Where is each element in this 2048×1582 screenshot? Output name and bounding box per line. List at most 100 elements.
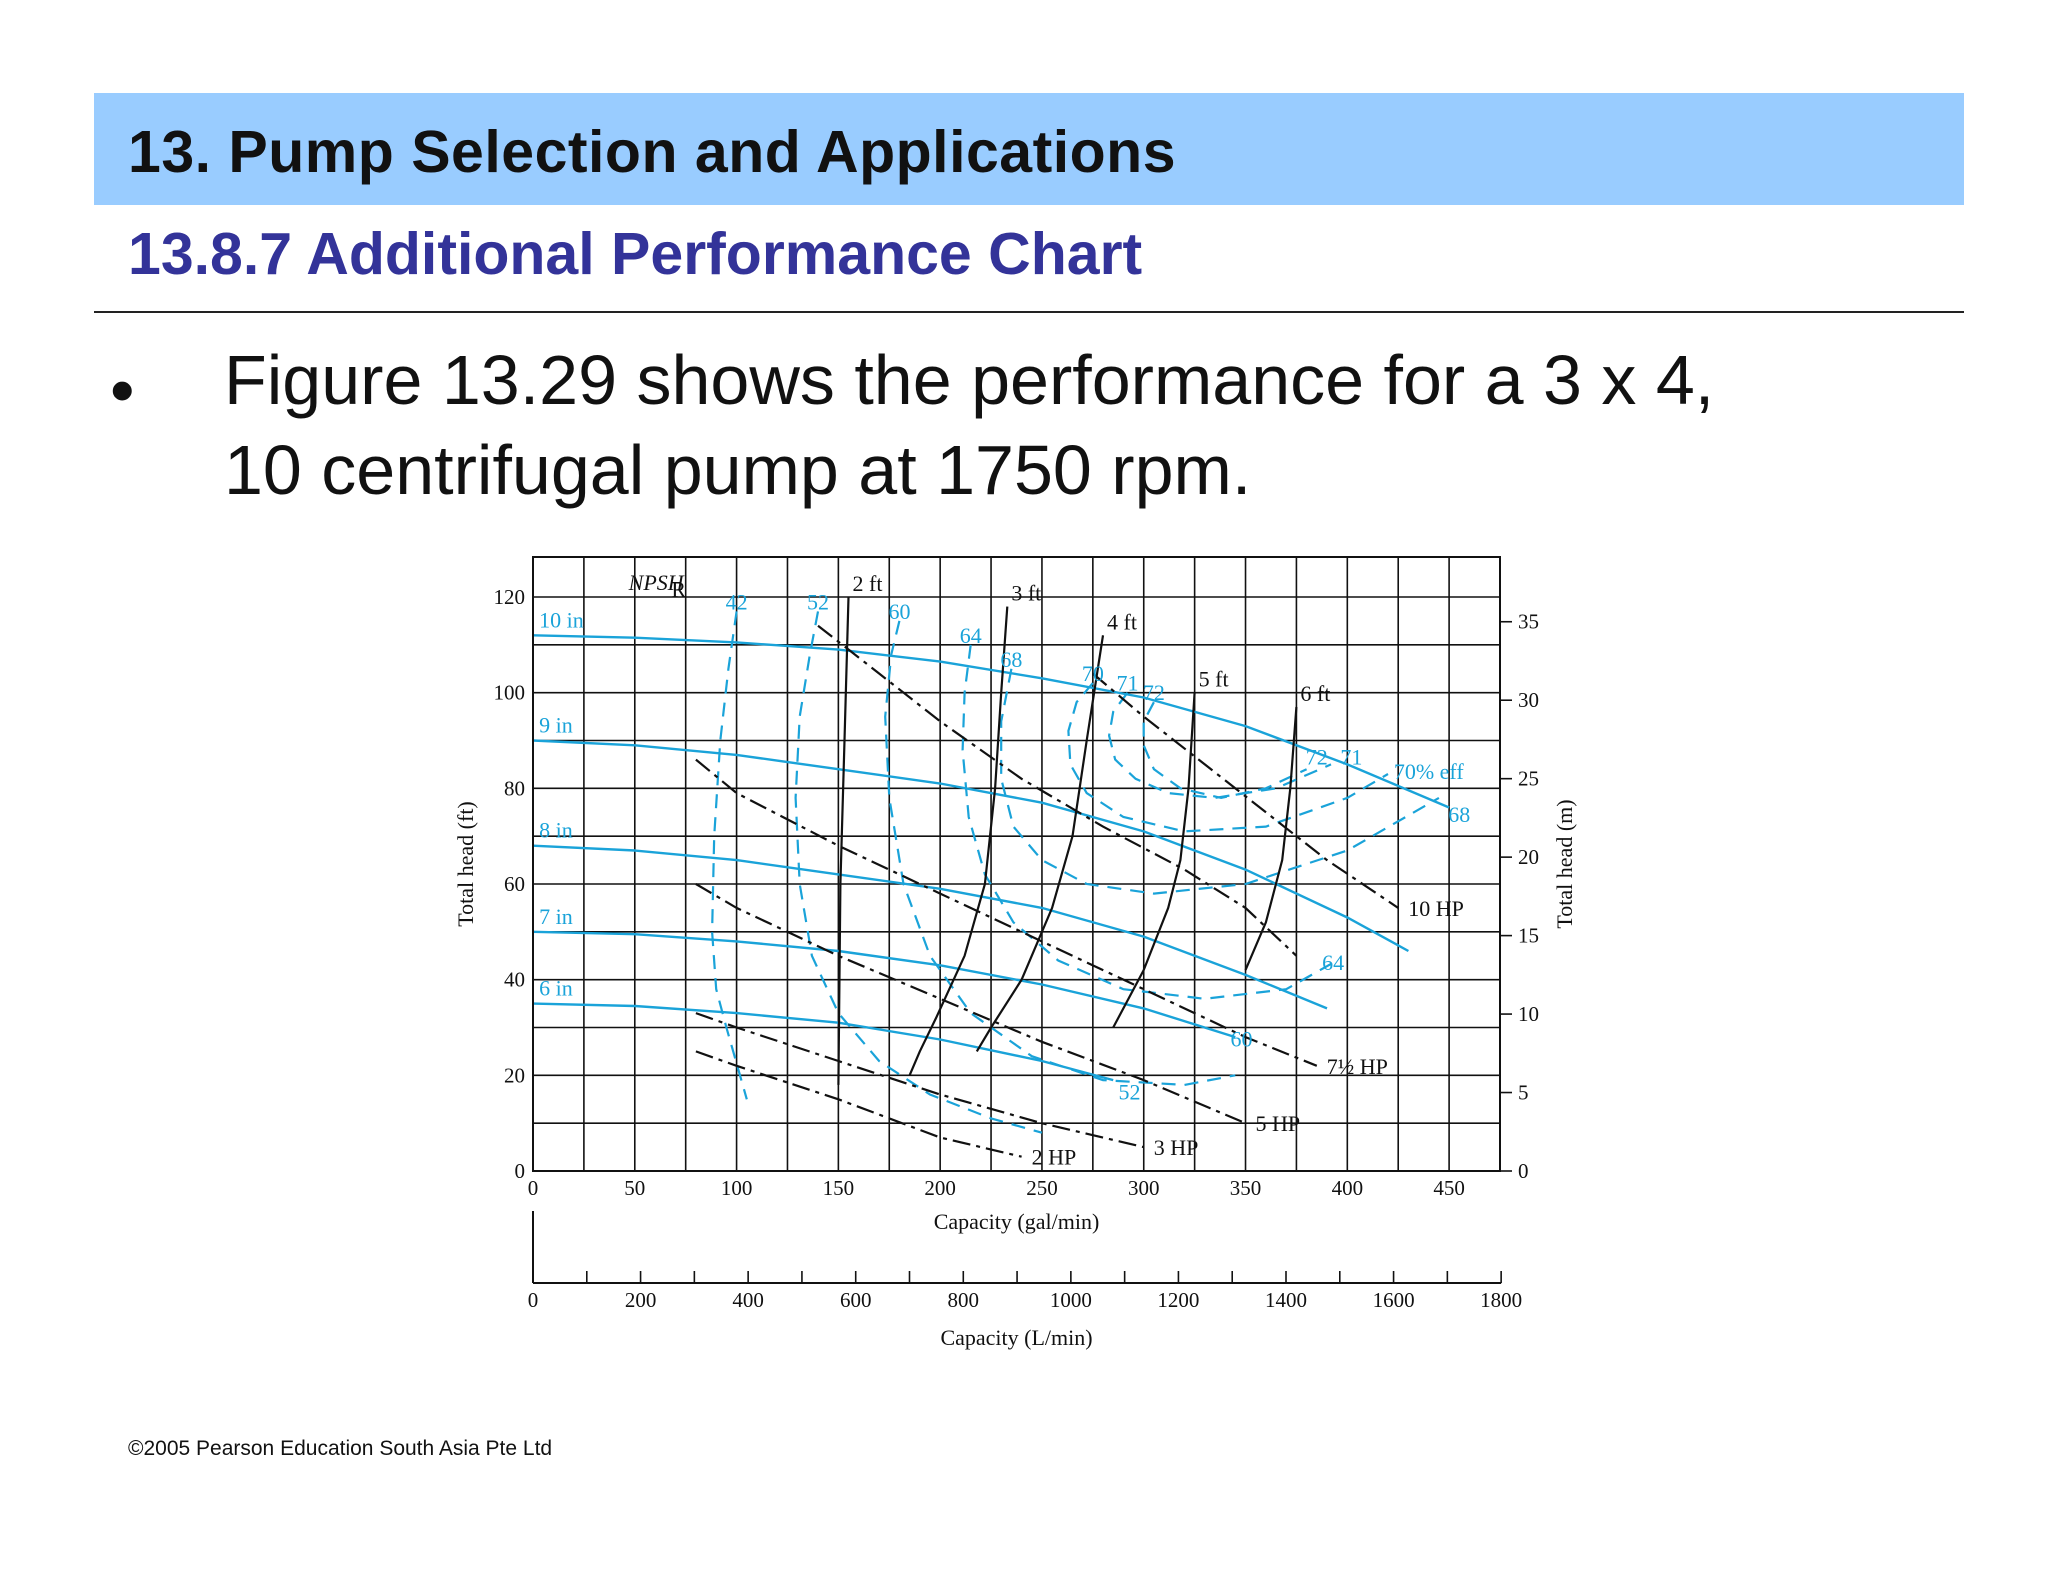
- efficiency-label-right: 64: [1322, 950, 1344, 975]
- efficiency-contour-52: [794, 611, 1043, 1134]
- efficiency-label: 60: [888, 599, 910, 624]
- npsh-curve-2-ft: [837, 596, 850, 1085]
- efficiency-label: 70: [1082, 661, 1104, 686]
- x2-tick-label: 400: [732, 1288, 764, 1312]
- npsh-label: 6 ft: [1300, 681, 1330, 706]
- npsh-label: 5 ft: [1199, 667, 1229, 692]
- npsh-curve-3-ft: [908, 606, 1009, 1076]
- y-tick-label: 100: [494, 681, 526, 705]
- npsh-label: 4 ft: [1107, 609, 1137, 634]
- npsh-curves: [837, 596, 1298, 1085]
- npsh-label: 2 ft: [853, 571, 883, 596]
- power-label: 10 HP: [1408, 896, 1464, 921]
- impeller-curve-7-in: [532, 930, 1236, 1039]
- x-tick-label: 450: [1433, 1176, 1465, 1200]
- title-band: [94, 93, 1964, 205]
- npsh-curve-4-ft: [975, 635, 1105, 1052]
- power-label: 5 HP: [1256, 1111, 1301, 1136]
- x-tick-label: 150: [823, 1176, 855, 1200]
- x2-tick-label: 1800: [1480, 1288, 1522, 1312]
- efficiency-label: 71: [1116, 671, 1138, 696]
- npsh-curve-6-ft: [1244, 706, 1298, 971]
- header-divider: [94, 311, 1964, 313]
- impeller-label: 6 in: [539, 976, 573, 1001]
- slide-title: 13. Pump Selection and Applications: [128, 119, 1177, 185]
- power-curve-10-HP: [1092, 672, 1399, 909]
- efficiency-label-right: 60: [1230, 1027, 1252, 1052]
- x-tick-label: 300: [1128, 1176, 1160, 1200]
- efficiency-contour-64: [961, 644, 1338, 1000]
- impeller-curve-10-in: [532, 634, 1450, 809]
- efficiency-contours: [710, 611, 1440, 1134]
- x-tick-label: 100: [721, 1176, 753, 1200]
- npsh-title: NPSH: [628, 570, 685, 595]
- impeller-curve-8-in: [532, 844, 1328, 1010]
- efficiency-label: 68: [1000, 647, 1022, 672]
- power-curve-bounding: [817, 624, 1298, 957]
- x-tick-label: 0: [528, 1176, 539, 1200]
- impeller-label: 7 in: [539, 904, 573, 929]
- plot-frame: [532, 556, 1501, 1172]
- y-tick-label: 120: [494, 585, 526, 609]
- y2-tick-label: 35: [1518, 610, 1539, 634]
- x-axis-title: Capacity (gal/min): [934, 1209, 1100, 1234]
- y2-tick-label: 30: [1518, 688, 1539, 712]
- x-tick-label: 400: [1332, 1176, 1364, 1200]
- power-curve-3-HP: [695, 1012, 1144, 1149]
- power-label: 7½ HP: [1327, 1054, 1388, 1079]
- x2-axis-title: Capacity (L/min): [940, 1325, 1092, 1350]
- y2-tick-label: 10: [1518, 1002, 1539, 1026]
- y2-tick-label: 5: [1518, 1081, 1529, 1105]
- impeller-label: 9 in: [539, 713, 573, 738]
- power-curves: [695, 624, 1399, 1158]
- npsh-subscript: R: [671, 577, 686, 602]
- efficiency-label: 64: [960, 623, 982, 648]
- bullet-text-line-2: 10 centrifugal pump at 1750 rpm.: [224, 431, 1252, 509]
- slide-subtitle: 13.8.7 Additional Performance Chart: [128, 221, 1143, 287]
- y-tick-label: 40: [504, 968, 525, 992]
- power-label: 2 HP: [1032, 1145, 1077, 1170]
- y2-tick-label: 20: [1518, 845, 1539, 869]
- y2-tick-label: 0: [1518, 1159, 1529, 1183]
- npsh-curve-5-ft: [1112, 692, 1196, 1029]
- efficiency-contour-60: [884, 620, 1236, 1087]
- power-curve-2-HP: [695, 1050, 1022, 1158]
- bullet-marker: •: [110, 351, 135, 429]
- impeller-curve-9-in: [532, 739, 1409, 953]
- efficiency-contour-68: [1000, 668, 1440, 895]
- efficiency-label-right: 70% eff: [1394, 759, 1465, 784]
- efficiency-contour-72: [1142, 701, 1308, 800]
- y-tick-label: 0: [515, 1159, 526, 1183]
- y-tick-label: 80: [504, 776, 525, 800]
- impeller-label: 10 in: [539, 607, 584, 632]
- x2-tick-label: 1400: [1265, 1288, 1307, 1312]
- bullet-text-line-1: Figure 13.29 shows the performance for a…: [224, 341, 1715, 419]
- x2-tick-label: 800: [948, 1288, 980, 1312]
- npsh-label: 3 ft: [1011, 581, 1041, 606]
- x2-tick-label: 600: [840, 1288, 872, 1312]
- x-tick-label: 350: [1230, 1176, 1262, 1200]
- efficiency-label-right: 68: [1448, 802, 1470, 827]
- x2-tick-label: 1600: [1373, 1288, 1415, 1312]
- y-tick-label: 60: [504, 872, 525, 896]
- efficiency-contour-71: [1107, 692, 1332, 800]
- y2-axis-title: Total head (m): [1552, 799, 1577, 928]
- efficiency-label: 52: [807, 589, 829, 614]
- x2-tick-label: 1000: [1050, 1288, 1092, 1312]
- impeller-label: 8 in: [539, 818, 573, 843]
- x2-tick-label: 1200: [1157, 1288, 1199, 1312]
- efficiency-label: 42: [726, 589, 748, 614]
- efficiency-contour-42: [710, 611, 748, 1100]
- y-tick-label: 20: [504, 1063, 525, 1087]
- impeller-curve-6-in: [532, 1002, 1114, 1082]
- copyright-notice: ©2005 Pearson Education South Asia Pte L…: [128, 1437, 553, 1460]
- efficiency-label-right: 72: [1306, 744, 1328, 769]
- efficiency-label-right: 52: [1118, 1079, 1140, 1104]
- power-curve-7½-HP: [695, 758, 1318, 1067]
- y2-tick-label: 25: [1518, 767, 1539, 791]
- y2-tick-label: 15: [1518, 924, 1539, 948]
- x-tick-label: 250: [1026, 1176, 1058, 1200]
- efficiency-contour-70: [1067, 682, 1389, 833]
